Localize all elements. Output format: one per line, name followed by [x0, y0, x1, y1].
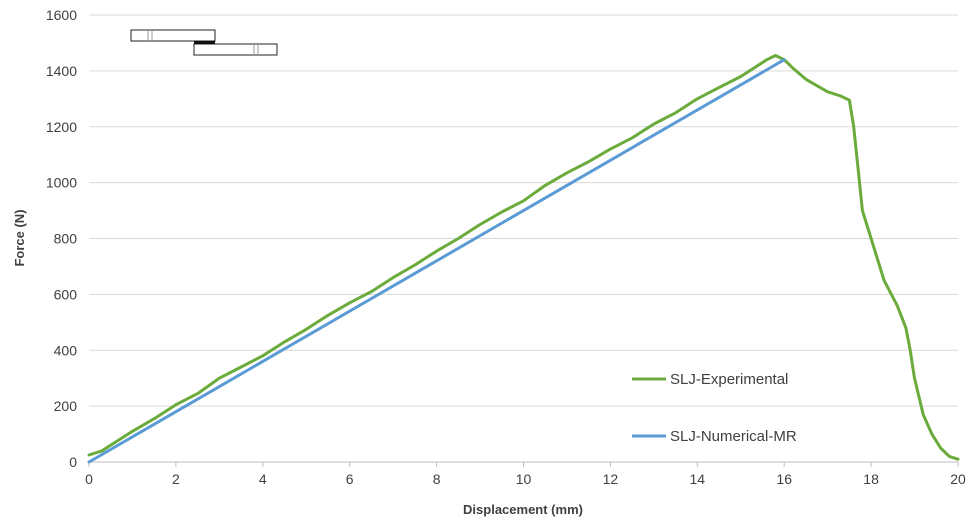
x-tick-label: 6	[346, 471, 354, 487]
x-tick-label: 4	[259, 471, 267, 487]
x-tick-label: 16	[776, 471, 792, 487]
y-axis-title: Force (N)	[12, 209, 27, 266]
series-line-0	[87, 54, 960, 461]
y-tick-label: 1400	[46, 63, 77, 79]
y-tick-label: 1200	[46, 119, 77, 135]
y-tick-labels: 0 200 400 600 800 1000 1200 1400 1600	[46, 7, 77, 470]
x-axis-title: Displacement (mm)	[463, 502, 583, 517]
gridlines	[89, 14, 958, 407]
y-tick-label: 1000	[46, 175, 77, 191]
y-tick-label: 200	[54, 398, 78, 414]
x-tick-label: 8	[433, 471, 441, 487]
single-lap-joint-icon	[130, 29, 278, 56]
x-tick-label: 14	[690, 471, 706, 487]
x-tick-label: 20	[950, 471, 966, 487]
x-tick-label: 0	[85, 471, 93, 487]
x-tick-labels: 0 2 4 6 8 10 12 14 16 18 20	[85, 471, 966, 487]
x-tick-label: 10	[516, 471, 532, 487]
legend-label-numerical: SLJ-Numerical-MR	[670, 428, 797, 445]
y-tick-label: 400	[54, 342, 78, 358]
y-tick-label: 600	[54, 286, 78, 302]
legend-label-experimental: SLJ-Experimental	[670, 371, 788, 388]
x-tick-label: 18	[863, 471, 879, 487]
series-layer	[87, 54, 960, 464]
x-tick-label: 12	[603, 471, 619, 487]
y-tick-label: 0	[69, 454, 77, 470]
series-line-1	[87, 58, 786, 464]
y-tick-label: 800	[54, 231, 78, 247]
x-tick-label: 2	[172, 471, 180, 487]
legend: SLJ-Experimental SLJ-Numerical-MR	[632, 371, 797, 445]
axes	[88, 461, 959, 467]
y-tick-label: 1600	[46, 7, 77, 23]
